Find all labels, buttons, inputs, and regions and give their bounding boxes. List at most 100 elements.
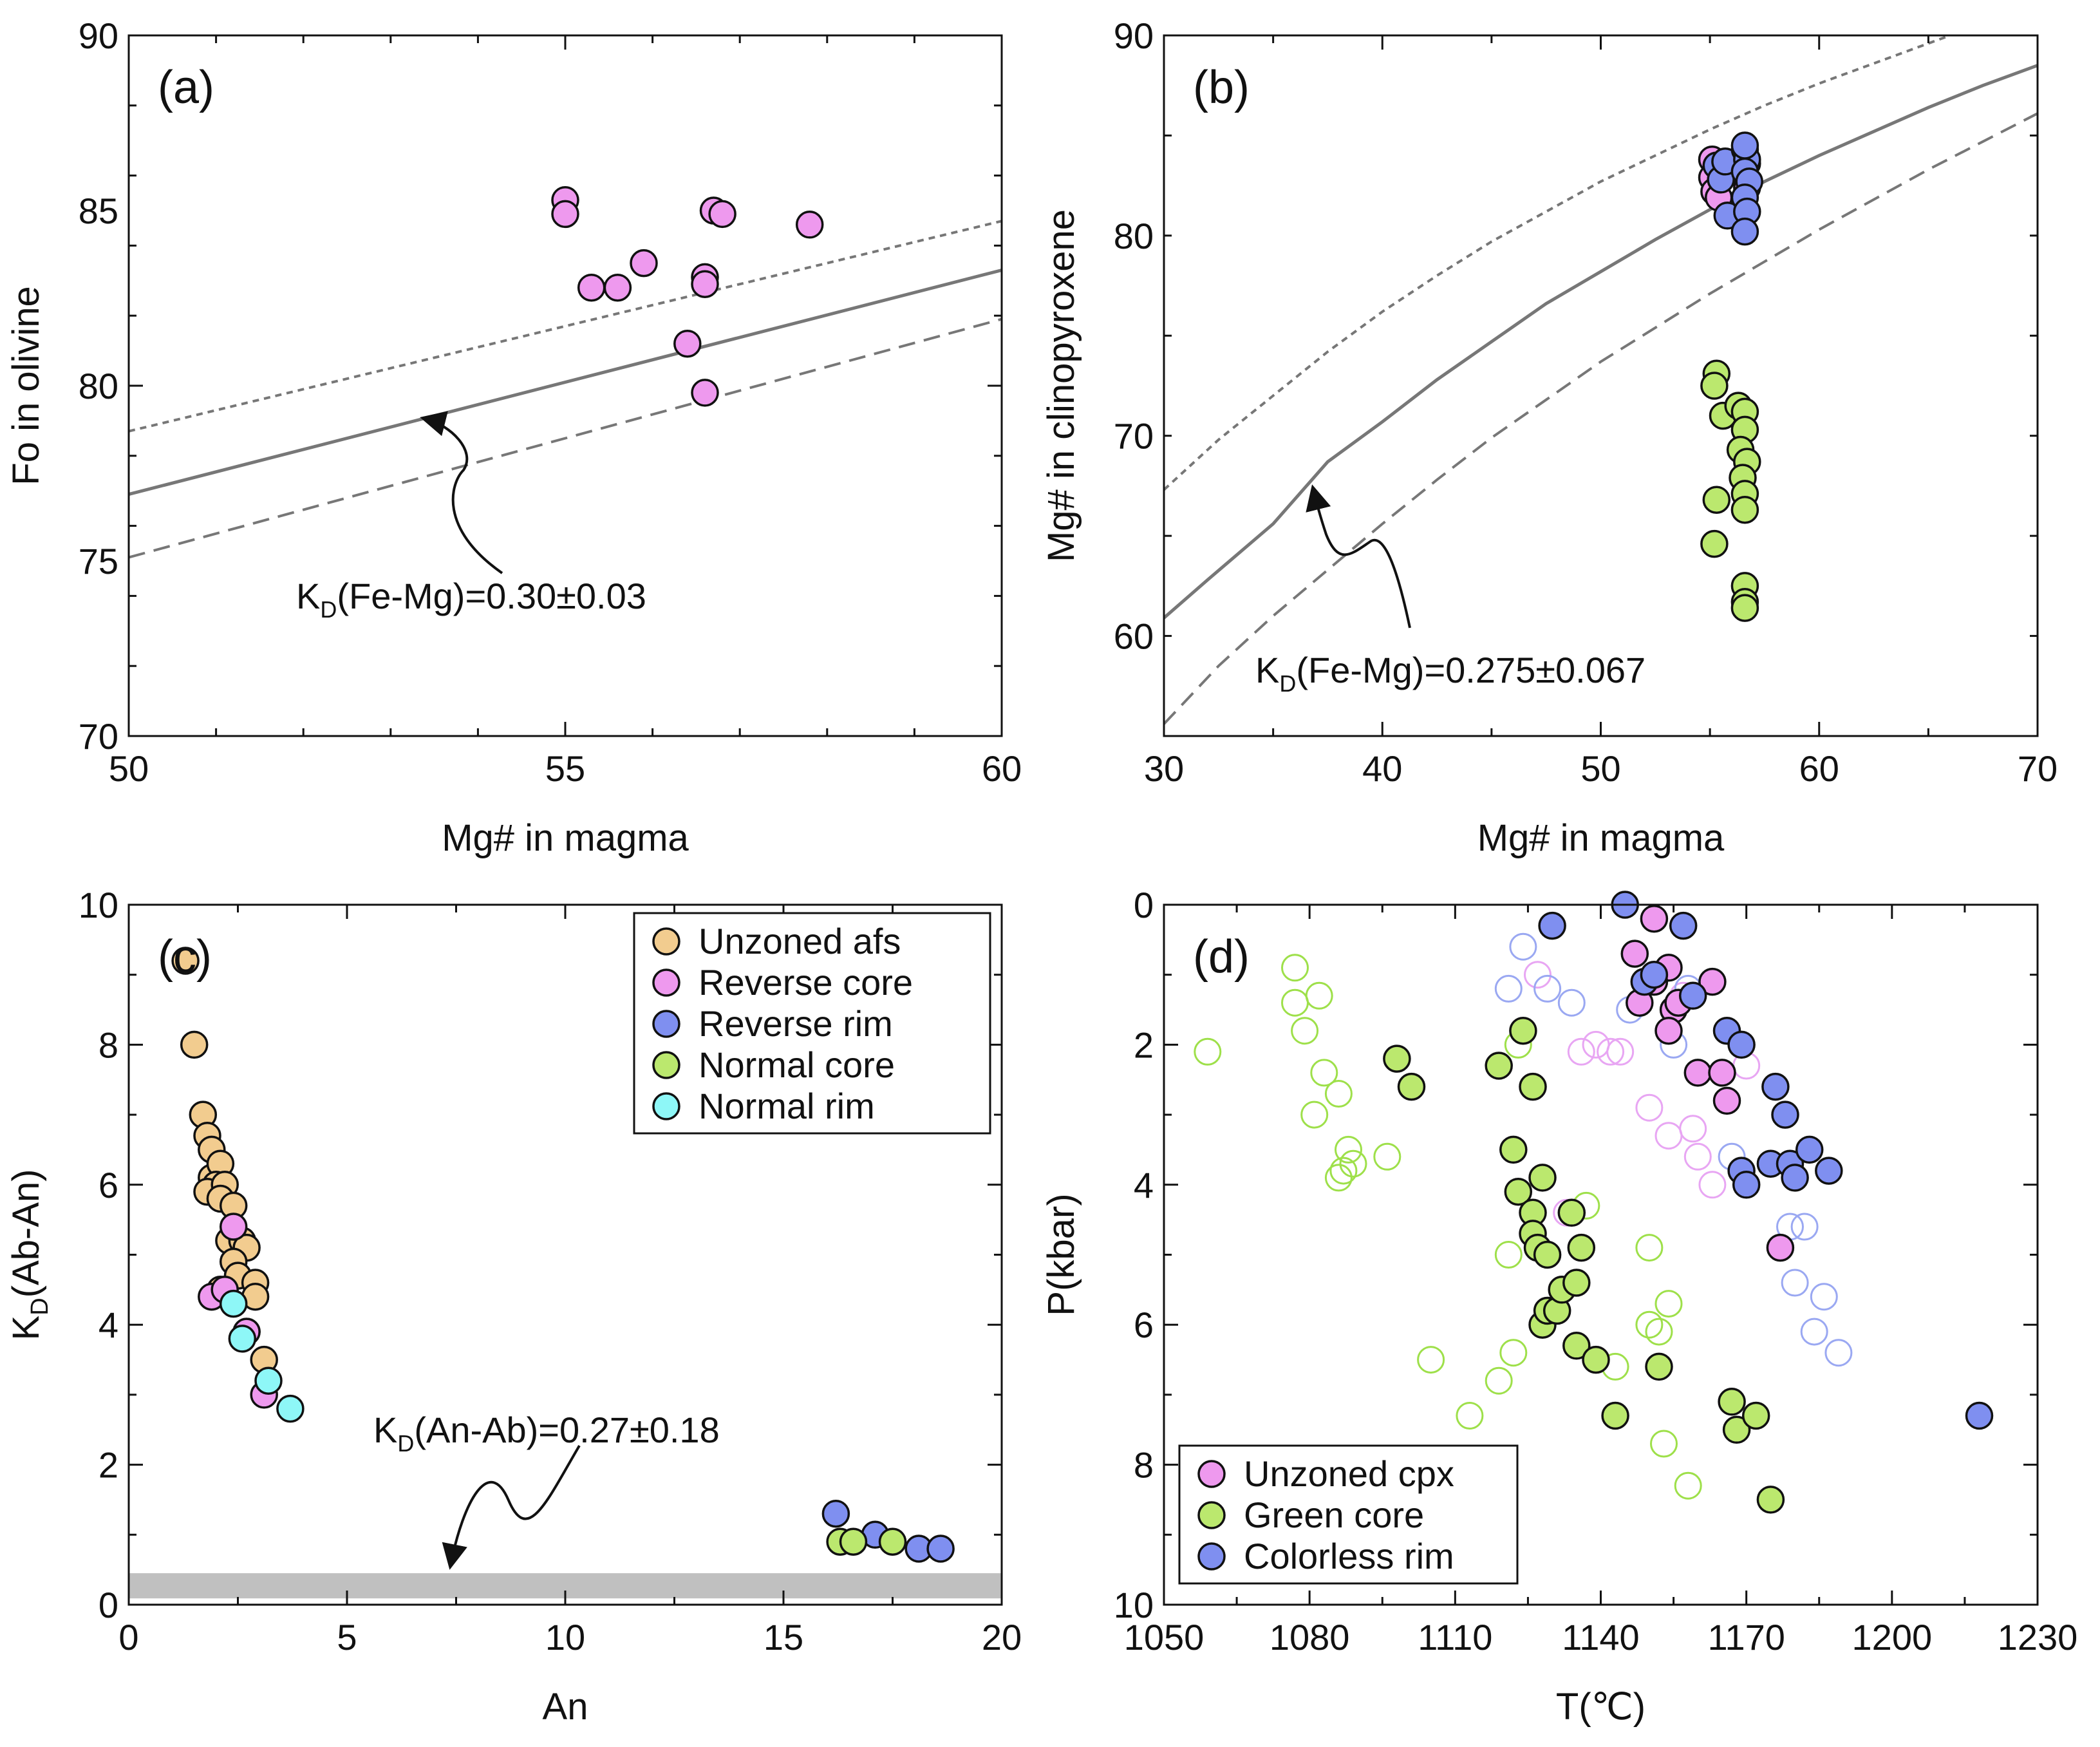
data-point: [1815, 1157, 1843, 1185]
data-point: [708, 200, 736, 229]
data-point: [1730, 217, 1759, 246]
data-point: [1533, 974, 1562, 1003]
data-point: [1700, 372, 1729, 400]
data-point: [1485, 1366, 1513, 1395]
legend-label: Reverse core: [698, 962, 913, 1003]
data-point: [1291, 1017, 1319, 1045]
data-point: [1582, 1030, 1610, 1059]
data-point: [1674, 1471, 1702, 1500]
data-point: [1635, 1234, 1664, 1262]
y-tick-label: 6: [1134, 1305, 1154, 1345]
plot-frame-a: [127, 34, 1003, 737]
kd-annotation-a: KD(Fe-Mg)=0.30±0.03: [296, 576, 646, 623]
x-tick-label: 10: [545, 1617, 585, 1657]
data-point: [1519, 1072, 1547, 1101]
x-axis-label-b: Mg# in magma: [1477, 817, 1725, 859]
data-point: [1678, 981, 1707, 1010]
data-point: [1655, 1122, 1683, 1150]
y-tick-label: 80: [1114, 216, 1154, 256]
data-point: [1655, 1016, 1683, 1045]
plot-frame-b: [1163, 34, 2039, 737]
data-point: [228, 1325, 257, 1353]
legend-label: Unzoned afs: [698, 921, 901, 961]
y-tick-label: 10: [1114, 1585, 1154, 1625]
data-point: [1698, 1171, 1727, 1199]
legend-marker: [652, 968, 680, 997]
data-point: [1727, 1030, 1756, 1059]
y-tick-label: 80: [79, 366, 118, 406]
data-point: [1281, 954, 1309, 982]
y-tick-label: 85: [79, 191, 118, 231]
data-point: [1567, 1233, 1596, 1262]
data-point: [1582, 1345, 1610, 1374]
data-point: [1669, 911, 1698, 940]
legend-box: [633, 912, 991, 1135]
data-point: [219, 1213, 248, 1241]
kd-line-dotted: [129, 220, 1002, 433]
data-point: [1645, 1317, 1673, 1346]
data-point: [1766, 1233, 1795, 1262]
x-tick-label: 1110: [1418, 1617, 1492, 1657]
data-point: [630, 249, 658, 278]
x-tick-label: 5: [337, 1617, 357, 1657]
y-tick-label: 6: [98, 1165, 118, 1205]
x-tick-label: 20: [982, 1617, 1022, 1657]
data-point: [1499, 1339, 1528, 1367]
data-point: [1509, 1016, 1537, 1045]
panel-label-c: (c): [158, 931, 212, 983]
data-point: [1761, 1072, 1790, 1101]
data-point: [1528, 1164, 1557, 1192]
data-point: [1645, 1352, 1673, 1381]
x-tick-label: 55: [545, 748, 585, 789]
legend-marker: [652, 1051, 680, 1079]
data-point: [1640, 904, 1669, 933]
data-point: [1538, 911, 1566, 940]
data-point: [1655, 1290, 1683, 1318]
kd-line-solid: [1164, 64, 2038, 619]
y-tick-label: 60: [1114, 616, 1154, 657]
x-tick-label: 1230: [1998, 1617, 2078, 1657]
data-point: [1417, 1346, 1445, 1374]
kd-line-dashed: [1164, 112, 2038, 725]
panel-c: 0 5 10 15 20 0 2 4 6 8 10 (c) An KD(Ab-An) KD(An-A…: [5, 885, 1022, 1728]
x-tick-label: 1200: [1852, 1617, 1933, 1657]
data-point: [1730, 131, 1759, 160]
data-point: [1650, 1430, 1678, 1458]
data-point: [276, 1394, 305, 1423]
x-tick-label: 60: [982, 748, 1022, 789]
data-point: [839, 1527, 868, 1556]
data-point: [1562, 1332, 1591, 1360]
data-point: [1562, 1269, 1591, 1297]
y-axis-label-b: Mg# in clinopyroxene: [1040, 209, 1082, 562]
data-point: [1310, 1059, 1338, 1087]
data-point: [1683, 1142, 1712, 1171]
data-point: [1679, 1115, 1707, 1143]
data-point: [1597, 1037, 1625, 1066]
legend-box: [1178, 1444, 1519, 1585]
x-tick-label: 60: [1799, 748, 1839, 789]
y-tick-label: 10: [79, 885, 118, 925]
kd-annotation-c: KD(An-Ab)=0.27±0.18: [373, 1410, 720, 1457]
x-axis-label-c: An: [543, 1686, 588, 1728]
panel-b: 30 40 50 60 70 60 70 80 90 (b) Mg# in magma Mg# …: [1040, 15, 2058, 859]
x-tick-label: 1080: [1270, 1617, 1350, 1657]
x-tick-label: 40: [1362, 748, 1402, 789]
data-point: [577, 273, 606, 302]
data-point: [1795, 1135, 1824, 1164]
data-point: [1485, 1052, 1513, 1080]
x-tick-label: 50: [109, 748, 149, 789]
y-tick-label: 0: [1134, 885, 1154, 925]
data-point: [1683, 1059, 1712, 1087]
data-point: [1800, 1317, 1828, 1346]
data-point: [1824, 1339, 1853, 1367]
data-point: [1494, 974, 1523, 1003]
data-point: [1718, 1388, 1746, 1416]
data-point: [1810, 1283, 1838, 1311]
data-point: [1383, 1044, 1411, 1073]
data-point: [1533, 1240, 1562, 1269]
y-tick-label: 2: [98, 1445, 118, 1486]
kd-line-dashed: [129, 317, 1002, 559]
annotation-a: KD(Fe-Mg)=0.30±0.03: [296, 411, 646, 623]
